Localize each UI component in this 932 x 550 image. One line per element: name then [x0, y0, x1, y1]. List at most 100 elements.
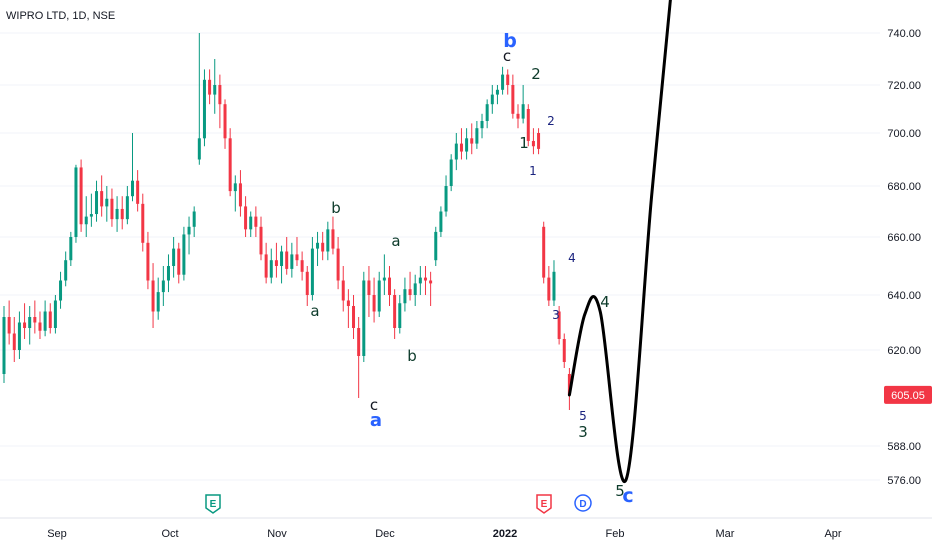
- candle-body: [326, 229, 330, 252]
- candle-body: [567, 374, 571, 395]
- earnings-icon: [205, 494, 221, 514]
- candle-body: [516, 113, 520, 119]
- grid-lines: [0, 32, 880, 481]
- candle-body: [259, 226, 263, 255]
- candle-body: [95, 191, 99, 215]
- wave-label: 2: [531, 65, 541, 83]
- projection-path: [567, 0, 672, 484]
- candle-body: [393, 295, 397, 328]
- candle-body: [398, 303, 402, 328]
- candle-body: [125, 196, 129, 220]
- candle-body: [146, 242, 150, 281]
- candle-body: [547, 277, 551, 301]
- candle-body: [331, 229, 335, 249]
- candle-body: [285, 251, 289, 269]
- candle-body: [89, 214, 93, 217]
- candle-body: [197, 138, 201, 160]
- candle-body: [105, 198, 109, 207]
- candle-body: [110, 198, 114, 220]
- candle-body: [310, 248, 314, 295]
- candle-body: [521, 104, 525, 119]
- wave-label: c: [503, 47, 511, 65]
- candle-body: [53, 300, 57, 328]
- candle-body: [388, 277, 391, 295]
- candle-body: [336, 248, 340, 281]
- candle-body: [161, 280, 165, 293]
- wave-label: 4: [600, 293, 610, 311]
- candle-body: [531, 140, 535, 147]
- event-symbol: D: [579, 499, 586, 510]
- candle-body: [557, 311, 561, 339]
- earnings-icon: [536, 494, 552, 514]
- time-tick-label: Apr: [824, 528, 841, 540]
- wave-projection: [567, 0, 672, 484]
- candle-body: [187, 226, 191, 235]
- wave-label: c: [622, 485, 633, 507]
- candle-body: [352, 306, 356, 328]
- candle-body: [300, 260, 304, 272]
- candle-body: [208, 79, 212, 95]
- candle-body: [166, 266, 170, 281]
- candle-body: [444, 186, 448, 212]
- candle-body: [480, 121, 484, 129]
- candle-body: [408, 289, 412, 295]
- wave-label: b: [331, 199, 341, 217]
- candle-body: [151, 280, 155, 312]
- time-axis[interactable]: Sep Oct Nov Dec 2022 Feb Mar Apr: [47, 528, 842, 540]
- candle-body: [485, 104, 489, 121]
- candle-body: [100, 191, 104, 207]
- candle-body: [305, 271, 309, 295]
- wave-label: 1: [519, 134, 529, 152]
- candle-body: [192, 211, 196, 227]
- candle-body: [495, 89, 499, 95]
- candle-body: [172, 248, 176, 266]
- candle-body: [12, 333, 16, 350]
- price-tick-label: 680.00: [887, 181, 921, 193]
- dividend-marker[interactable]: D: [574, 494, 592, 512]
- price-tick-label: 720.00: [887, 80, 921, 92]
- price-axis[interactable]: 740.00 720.00 700.00 680.00 660.00 640.00 620.…: [887, 28, 921, 487]
- candle-body: [84, 216, 88, 225]
- last-price-box: [884, 385, 932, 404]
- candle-body: [33, 317, 37, 323]
- candle-body: [156, 292, 160, 312]
- candle-body: [218, 85, 222, 105]
- candle-body: [64, 260, 68, 281]
- candle-body: [501, 74, 505, 90]
- candle-body: [43, 311, 47, 331]
- candle-body: [136, 180, 140, 204]
- event-symbol: E: [210, 499, 217, 510]
- dividend-icon: [574, 494, 592, 512]
- candle-body: [542, 226, 546, 278]
- candle-body: [439, 211, 443, 232]
- earnings-marker[interactable]: E: [205, 494, 221, 514]
- candle-body: [552, 271, 556, 301]
- candle-body: [377, 280, 381, 312]
- wave-label: b: [407, 347, 417, 365]
- wave-label: 1: [529, 164, 537, 178]
- candle-body: [177, 248, 181, 275]
- last-price-value: 605.05: [891, 390, 925, 402]
- candle-body: [295, 254, 299, 261]
- earnings-marker[interactable]: E: [536, 494, 552, 514]
- wave-label: 3: [578, 423, 588, 441]
- candle-body: [228, 138, 232, 192]
- candle-body: [238, 183, 242, 207]
- candle-body: [429, 280, 433, 284]
- candle-body: [223, 104, 227, 139]
- candle-body: [23, 322, 27, 328]
- candle-body: [28, 317, 32, 328]
- candle-body: [213, 85, 217, 95]
- wave-label: 3: [552, 308, 560, 322]
- wave-label: 4: [568, 251, 576, 265]
- price-tick-label: 620.00: [887, 345, 921, 357]
- event-symbol: E: [541, 499, 548, 510]
- chart-title: WIPRO LTD, 1D, NSE: [6, 10, 115, 22]
- candle-body: [470, 138, 474, 144]
- candle-body: [17, 322, 21, 350]
- candle-body: [280, 251, 284, 266]
